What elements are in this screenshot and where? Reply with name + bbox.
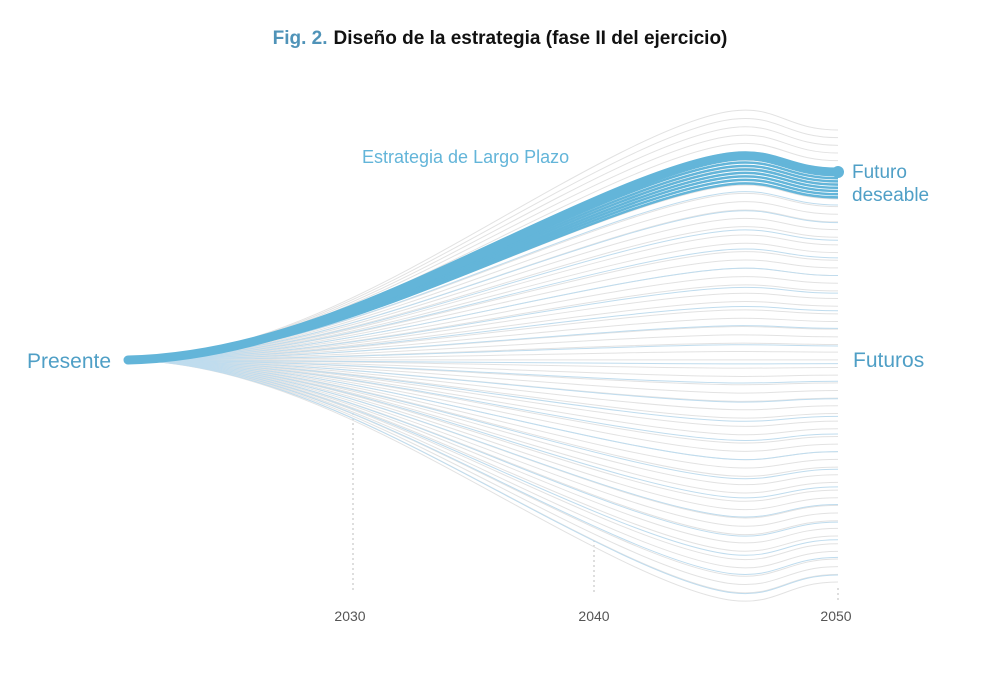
desired-future-label-line2: deseable <box>852 185 929 206</box>
future-line-highlight <box>127 359 839 422</box>
desired-future-dot <box>832 166 844 178</box>
strategy-line <box>127 178 839 362</box>
x-tick-2050: 2050 <box>820 608 851 624</box>
future-line-highlight <box>127 359 839 403</box>
future-line <box>127 359 839 511</box>
future-line <box>127 359 839 411</box>
future-line-highlight <box>127 359 839 575</box>
future-line <box>127 242 839 361</box>
figure-number: Fig. 2. <box>273 28 328 49</box>
future-line-highlight <box>127 359 839 365</box>
figure-title-text: Diseño de la estrategia (fase II del eje… <box>334 28 728 49</box>
future-line-highlight <box>127 267 839 361</box>
future-line <box>127 292 839 361</box>
future-line-highlight <box>127 359 839 499</box>
future-line-highlight <box>127 325 839 361</box>
strategy-lines <box>127 157 839 362</box>
future-line <box>127 234 839 361</box>
future-line-highlight <box>127 359 839 518</box>
future-line <box>127 359 839 427</box>
future-line <box>127 359 839 436</box>
future-line <box>127 350 839 361</box>
desired-future-label-line1: Futuro <box>852 162 907 183</box>
future-line <box>127 359 839 452</box>
future-line-highlight <box>127 359 839 556</box>
future-line <box>127 359 839 527</box>
future-line-highlight <box>127 286 839 361</box>
future-line <box>127 359 839 377</box>
future-line <box>127 359 839 486</box>
future-line-highlight <box>127 359 839 537</box>
strategy-label: Estrategia de Largo Plazo <box>362 147 569 167</box>
futures-label: Futuros <box>853 349 924 372</box>
future-line <box>127 217 839 361</box>
future-line <box>127 359 839 544</box>
figure-title: Fig. 2. Diseño de la estrategia (fase II … <box>273 28 728 49</box>
future-line <box>127 359 839 469</box>
future-line <box>127 276 839 361</box>
future-line <box>127 359 839 494</box>
future-line-highlight <box>127 359 839 441</box>
present-label: Presente <box>27 350 111 373</box>
future-line <box>127 359 839 585</box>
future-line <box>127 201 839 361</box>
future-line-highlight <box>127 359 839 384</box>
future-line <box>127 317 839 361</box>
future-line <box>127 301 839 361</box>
future-line <box>127 359 839 602</box>
future-line-highlight <box>127 229 839 361</box>
x-tick-2030: 2030 <box>334 608 365 624</box>
strategy-main-path <box>123 151 843 365</box>
future-line-highlight <box>127 344 839 361</box>
future-line <box>127 359 839 552</box>
future-line <box>127 359 839 569</box>
future-line <box>127 259 839 361</box>
future-line <box>127 359 839 394</box>
future-line <box>127 109 839 361</box>
future-line-highlight <box>127 359 839 461</box>
futures-blue-lines <box>127 191 839 595</box>
x-tick-2040: 2040 <box>578 608 609 624</box>
future-line <box>127 334 839 361</box>
future-line-highlight <box>127 248 839 361</box>
future-line-highlight <box>127 359 839 595</box>
future-line-highlight <box>127 305 839 361</box>
future-line-highlight <box>127 210 839 361</box>
future-line-highlight <box>127 359 839 480</box>
